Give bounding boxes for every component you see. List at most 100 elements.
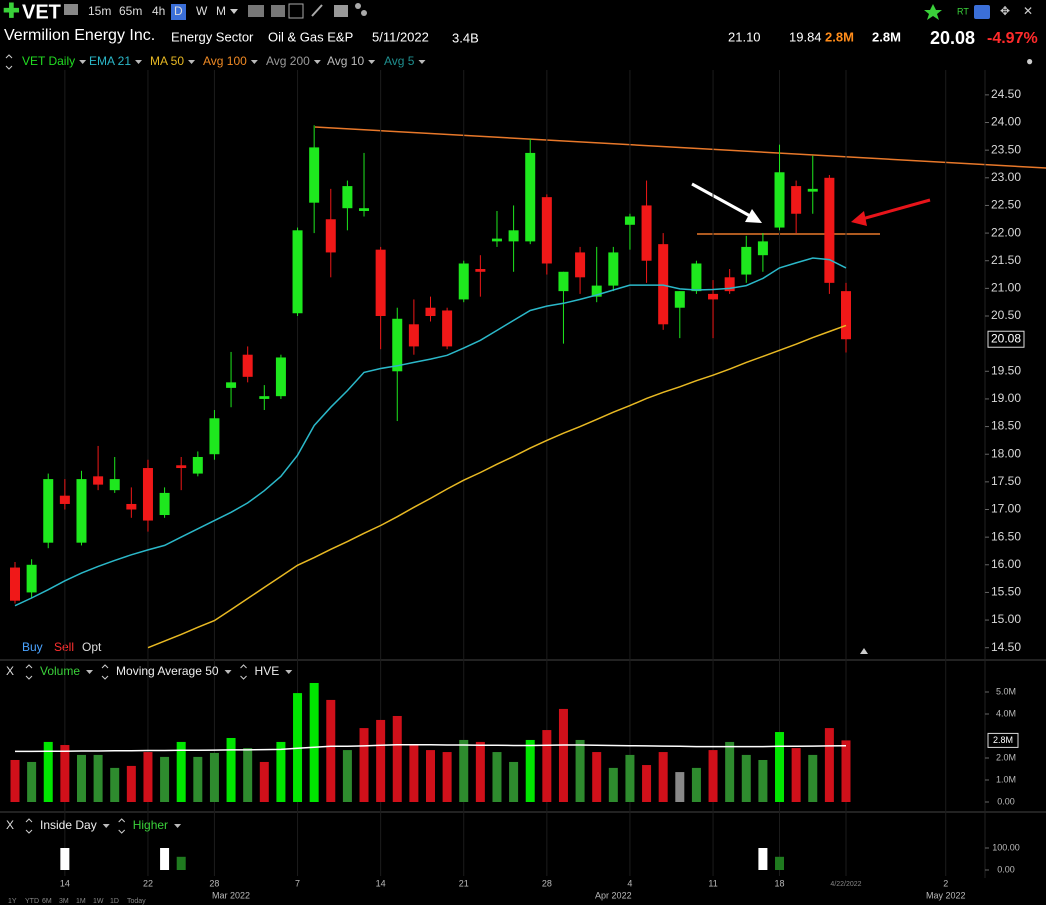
close-icon[interactable]: ✕ [1023, 4, 1033, 18]
x-tick-label: 4 [627, 878, 632, 888]
interval-button[interactable]: W [196, 4, 208, 18]
bar [27, 761, 37, 802]
bar [243, 748, 253, 802]
legend-entry[interactable]: HVE [255, 664, 280, 678]
y-tick-label: 5.0M [996, 686, 1016, 696]
opt-button[interactable]: Opt [82, 640, 102, 654]
sell-button[interactable]: Sell [54, 640, 74, 654]
bar [93, 754, 103, 802]
icon[interactable] [288, 3, 304, 19]
dropdown-arrow[interactable] [418, 60, 426, 64]
interval-button[interactable]: M [216, 4, 226, 18]
legend-entry[interactable]: MA 50 [150, 54, 184, 68]
legend-entry[interactable]: Higher [133, 818, 168, 832]
legend-entry[interactable]: Moving Average 50 [116, 664, 219, 678]
candle-body [608, 252, 619, 286]
add-icon[interactable]: ✚ [3, 0, 20, 22]
dropdown-arrow[interactable] [188, 60, 196, 64]
scroll-marker[interactable] [860, 648, 868, 654]
icon[interactable] [361, 10, 367, 16]
legend-toggle[interactable] [101, 664, 109, 680]
legend-entry[interactable]: Inside Day [40, 818, 97, 832]
range-button[interactable]: 1M [76, 898, 86, 905]
bar [725, 741, 735, 802]
y-tick-label: 100.00 [992, 842, 1020, 852]
y-tick-label: 15.00 [991, 612, 1021, 626]
average-line [15, 744, 847, 753]
bar [791, 748, 801, 802]
volume: 2.8M [825, 29, 854, 44]
low: 19.84 [789, 29, 822, 44]
legend-entry[interactable]: Avg 100 [203, 54, 247, 68]
trendline [314, 126, 1046, 169]
legend-entry[interactable]: EMA 21 [89, 54, 131, 68]
dropdown-arrow[interactable] [79, 60, 87, 64]
legend-entry[interactable]: Avg 10 [327, 54, 364, 68]
legend-toggle[interactable] [25, 664, 33, 680]
candle-body [10, 567, 20, 601]
icon[interactable] [248, 5, 264, 17]
company: Vermilion Energy Inc. [4, 27, 155, 44]
close-panel[interactable]: X [6, 818, 14, 832]
candle-body [724, 277, 735, 292]
legend-entry[interactable]: VET Daily [22, 54, 75, 68]
legend-toggle[interactable] [5, 54, 13, 70]
interval-button[interactable]: 15m [88, 4, 111, 18]
icon[interactable] [271, 5, 285, 17]
icon[interactable] [355, 3, 361, 9]
legend-entry[interactable]: Avg 200 [266, 54, 310, 68]
high: 21.10 [728, 29, 761, 44]
interval-selected [171, 4, 186, 20]
dropdown-arrow[interactable] [174, 824, 182, 828]
candle-body [26, 564, 37, 593]
range-button[interactable]: 1Y [8, 898, 17, 905]
range-button[interactable]: 3M [59, 898, 69, 905]
legend-toggle[interactable] [240, 664, 247, 680]
candle-body [192, 456, 203, 474]
candle-body [708, 293, 719, 300]
candle-body [774, 172, 785, 228]
range-button[interactable]: YTD [25, 898, 39, 905]
range-button[interactable]: 6M [42, 898, 52, 905]
dropdown-arrow[interactable] [224, 670, 232, 674]
candle-body [259, 396, 270, 399]
dropdown-arrow[interactable] [135, 60, 143, 64]
interval-button[interactable]: D [174, 4, 183, 18]
legend-entry[interactable]: Volume [40, 664, 80, 678]
range-button[interactable]: 1D [110, 898, 119, 905]
interval-button[interactable]: 65m [119, 4, 142, 18]
bar [775, 856, 785, 870]
dropdown-arrow[interactable] [230, 9, 238, 14]
star-icon[interactable] [924, 4, 942, 20]
dropdown-arrow[interactable] [313, 60, 321, 64]
bar [342, 750, 352, 802]
icon[interactable] [334, 5, 348, 17]
bar [509, 761, 519, 802]
range-button[interactable]: Today [127, 898, 146, 905]
bar [426, 750, 435, 802]
move-icon[interactable]: ✥ [1000, 4, 1010, 18]
icon[interactable] [64, 4, 78, 15]
close-panel[interactable]: X [6, 664, 14, 678]
dropdown-arrow[interactable] [368, 60, 376, 64]
dropdown-arrow[interactable] [86, 670, 94, 674]
legend-toggle[interactable] [25, 818, 33, 834]
dropdown-arrow[interactable] [102, 824, 110, 828]
candle-body [59, 495, 70, 504]
candle-body [126, 503, 137, 510]
interval-button[interactable]: 4h [152, 4, 165, 18]
icon[interactable] [974, 5, 990, 19]
legend-entry[interactable]: Avg 5 [384, 54, 415, 68]
bar [691, 767, 701, 802]
legend-toggle[interactable] [118, 818, 126, 834]
dropdown-arrow[interactable] [250, 60, 258, 64]
range-button[interactable]: 1W [93, 898, 104, 905]
rt-label[interactable]: RT [957, 6, 969, 16]
palette-icon[interactable]: ● [1026, 54, 1033, 68]
icon[interactable] [311, 4, 323, 17]
bar [43, 741, 53, 802]
buy-button[interactable]: Buy [22, 640, 43, 654]
x-tick-label: 7 [295, 878, 300, 888]
dropdown-arrow[interactable] [285, 670, 293, 674]
symbol[interactable]: VET [22, 1, 61, 23]
